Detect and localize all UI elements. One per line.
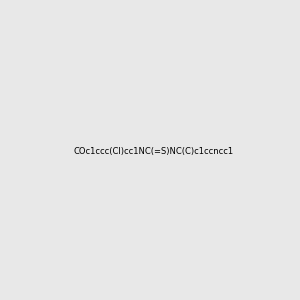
Text: COc1ccc(Cl)cc1NC(=S)NC(C)c1ccncc1: COc1ccc(Cl)cc1NC(=S)NC(C)c1ccncc1 [74, 147, 234, 156]
